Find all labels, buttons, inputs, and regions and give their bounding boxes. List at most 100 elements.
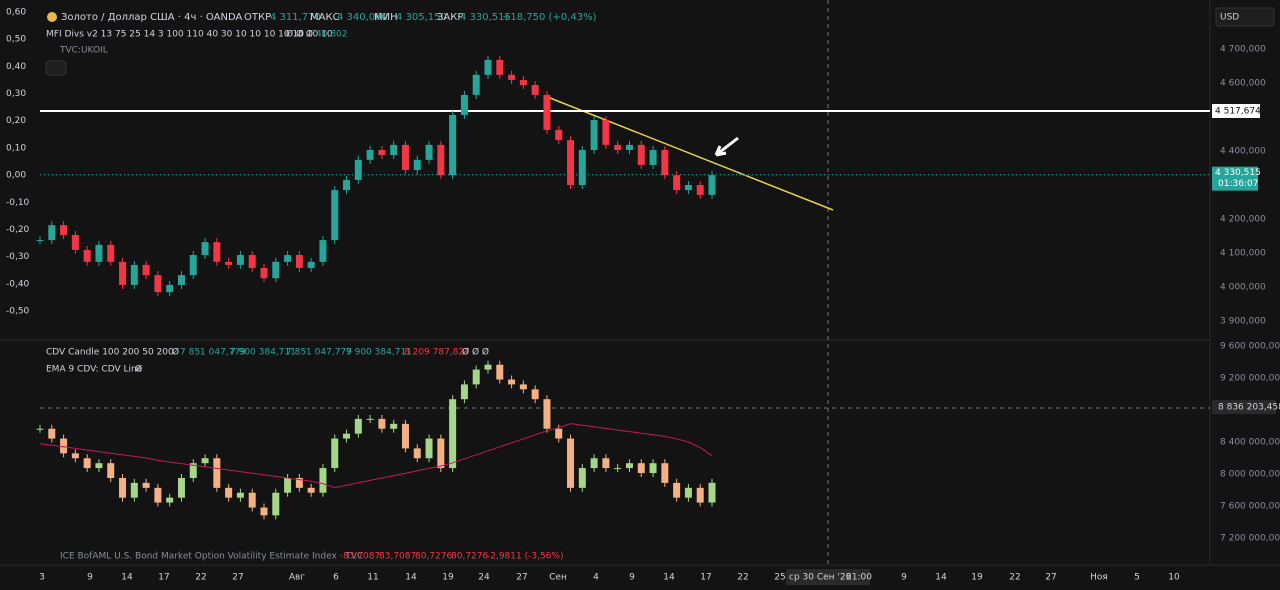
change: +18,750 (+0,43%) [502,12,597,23]
footer-change: -2,9811 (-3,56%) [487,552,563,562]
candle [578,149,586,185]
level-label-box [1212,103,1260,118]
candle [449,114,457,176]
candle [496,59,504,75]
candle [590,120,598,150]
candle [649,149,657,165]
collapse-button[interactable] [45,60,67,76]
footer-o: 83,7087 [343,552,380,562]
candle [272,492,280,516]
candle [83,458,91,469]
left-tick-label: -0,40 [6,279,30,289]
candle [48,428,56,439]
candle [425,144,433,160]
candle [295,478,303,488]
ema-empty: Ø [135,364,142,375]
candle [637,144,645,165]
x-tick-label: Авг [289,573,305,583]
x-tick-label: 5 [1134,573,1140,583]
price-tick-label: 4 700,000 [1220,45,1266,55]
x-tick-label: 14 [663,573,675,583]
cdv-v1: 7 851 047,779 [180,348,246,358]
candle [272,261,280,279]
price-tick-label: 4 600,000 [1220,79,1266,89]
crosshair-time: 21:00 [846,573,872,583]
cdv-v4: 7 900 384,711 [346,348,412,358]
candle [107,244,115,262]
candle [625,463,633,469]
candle [472,74,480,95]
candle [519,384,527,390]
candle [555,129,563,141]
candle [555,428,563,439]
cdv-tick-label: 9 600 000,000 [1220,342,1280,352]
crosshair-value: 8 836 203,458 [1218,403,1280,413]
trend-line [544,95,834,211]
candle [673,482,681,498]
price-tick-label: 3 900,000 [1220,317,1266,327]
candle [119,478,127,498]
candle [60,438,68,454]
candle [684,487,692,498]
candle [708,175,716,195]
candle [437,438,445,469]
candle [508,379,516,385]
candle [649,463,657,474]
x-tick-label: 19 [442,573,454,583]
candle [378,418,386,429]
left-tick-label: 0,10 [6,143,26,153]
close: 4 330,515 [460,12,511,23]
candle [460,94,468,115]
candle [189,255,197,276]
candle [708,482,716,503]
currency-select[interactable] [1215,7,1275,27]
candle [213,242,221,262]
candle [343,179,351,191]
candle [177,275,185,285]
footer-series: ICE BofAML U.S. Bond Market Option Volat… [60,552,363,562]
candle [390,144,398,156]
price-tick-label: 4 400,000 [1220,147,1266,157]
candle [578,468,586,488]
candle [48,225,56,241]
x-tick-label: 25 [774,573,785,583]
candle [625,144,633,150]
x-tick-label: 3 [39,573,45,583]
price-tick-label: 4 200,000 [1220,215,1266,225]
left-tick-label: 0,50 [6,35,26,45]
cdv-v5: 8 209 787,827 [404,348,470,358]
candle [177,478,185,498]
x-tick-label: 9 [87,573,93,583]
x-tick-label: 22 [195,573,206,583]
footer-l: 80,7276 [415,552,452,562]
candle [189,463,197,478]
candle [130,264,138,285]
candle [567,438,575,488]
crosshair-date-box [786,569,870,585]
left-tick-label: 0,30 [6,89,26,99]
last-price-box [1212,166,1258,191]
high-label: МАКС [310,12,340,23]
candle [95,244,103,262]
candle [590,458,598,469]
candle [154,275,162,293]
candle [472,369,480,385]
candle [154,487,162,503]
symbol-icon [47,12,57,22]
symbol: Золото / Доллар США · 4ч · OANDA [61,12,242,23]
footer-c: 80,7276 [451,552,488,562]
candle [543,399,551,429]
x-tick-label: 17 [700,573,711,583]
candle [284,478,292,493]
candle [307,261,315,268]
candle [366,149,374,160]
x-tick-label: 6 [333,573,339,583]
ema-title: EMA 9 CDV: CDV Line [46,365,143,375]
crosshair-value-box [1212,400,1276,415]
candle [413,448,421,459]
x-tick-label: 27 [1045,573,1056,583]
candle [71,234,79,250]
candle [484,364,492,370]
